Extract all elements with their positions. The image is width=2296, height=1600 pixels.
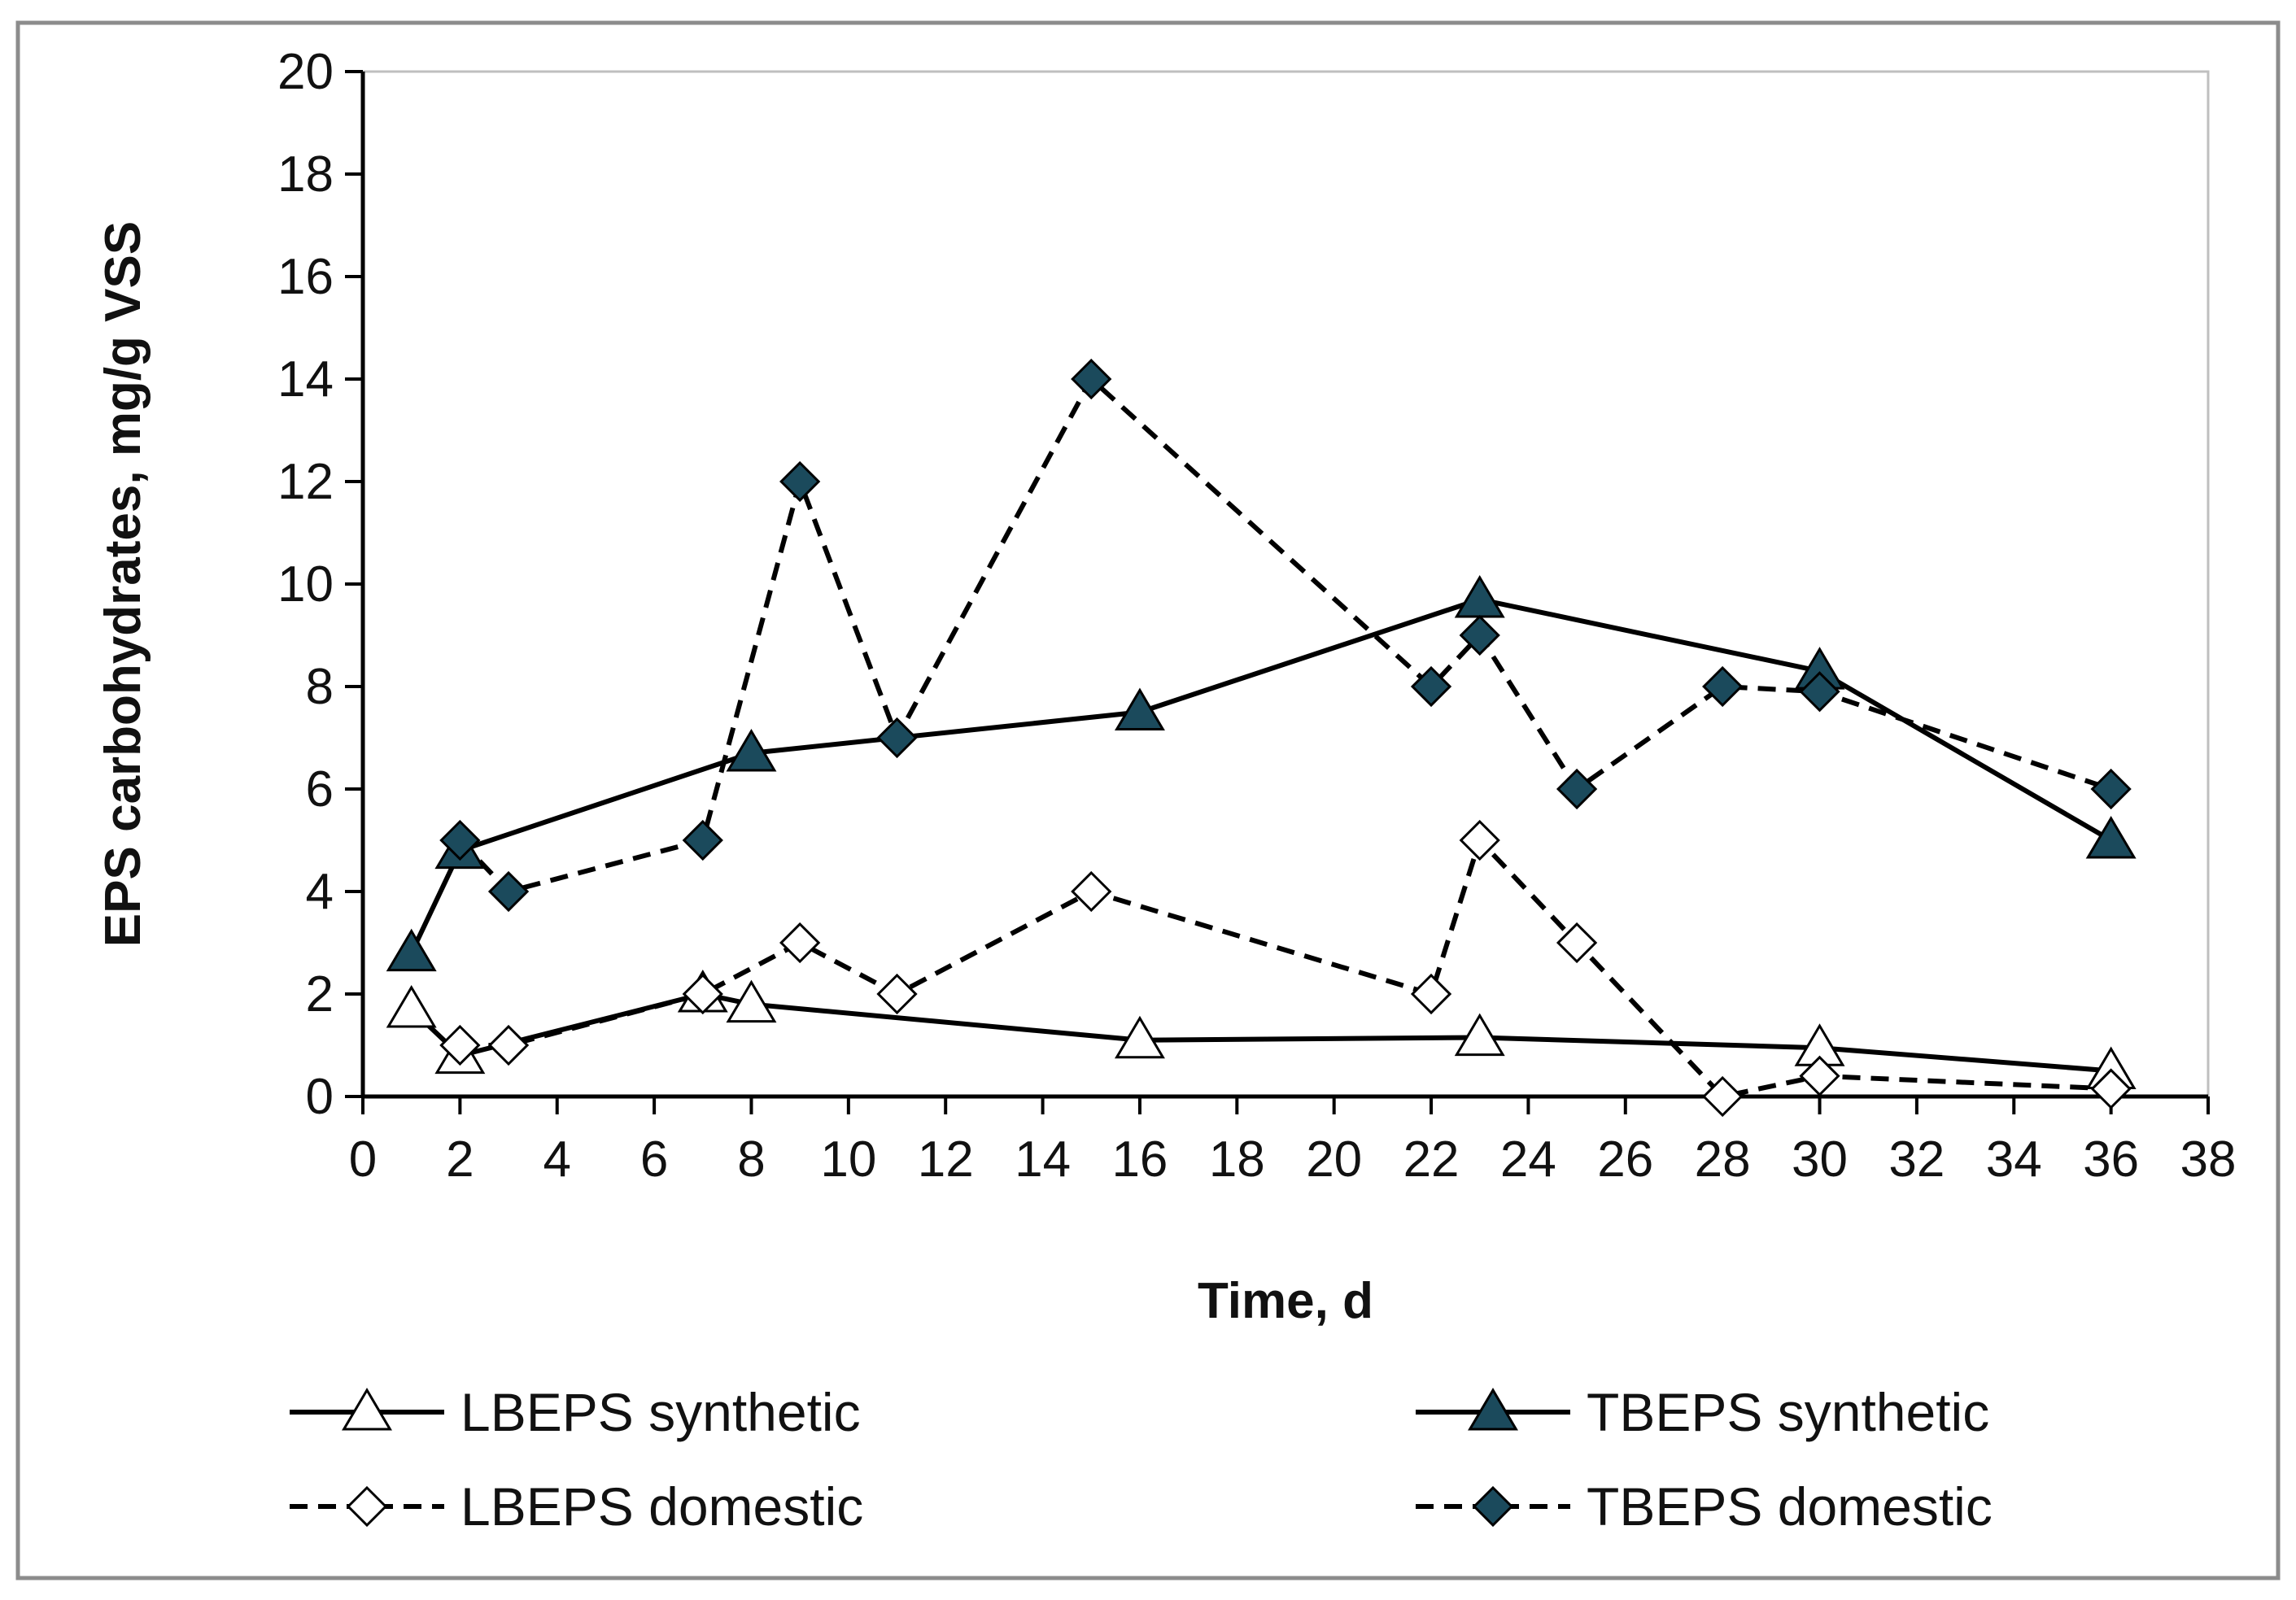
x-tick-label: 28 <box>1695 1131 1751 1188</box>
x-tick-label: 16 <box>1111 1131 1168 1188</box>
data-point-tbeps-synthetic <box>2085 816 2137 859</box>
y-tick-label: 16 <box>277 249 334 305</box>
data-point-tbeps-synthetic <box>1114 687 1165 731</box>
y-tick-label: 6 <box>306 761 334 817</box>
x-tick-label: 32 <box>1888 1131 1945 1188</box>
x-tick-label: 0 <box>349 1131 377 1188</box>
y-tick-label: 4 <box>306 864 334 920</box>
data-point-lbeps-domestic <box>1410 973 1452 1015</box>
data-point-tbeps-domestic <box>1071 358 1112 400</box>
x-tick-label: 24 <box>1500 1131 1556 1188</box>
legend: LBEPS synthetic TBEPS synthetic LBEPS dome… <box>290 1382 1993 1537</box>
data-point-lbeps-domestic <box>487 1024 530 1066</box>
data-point-tbeps-domestic <box>1799 671 1840 713</box>
data-point-lbeps-domestic <box>876 973 918 1015</box>
x-tick-label: 6 <box>640 1131 668 1188</box>
legend-swatch-marker <box>346 1485 388 1528</box>
data-point-lbeps-domestic <box>1799 1055 1840 1096</box>
data-point-lbeps-domestic <box>1071 870 1112 913</box>
data-point-tbeps-domestic <box>1702 665 1744 708</box>
x-tick-label: 8 <box>737 1131 765 1188</box>
data-point-tbeps-synthetic <box>726 728 777 772</box>
data-point-lbeps-synthetic <box>726 979 777 1023</box>
y-tick-label: 8 <box>306 659 334 715</box>
data-point-tbeps-synthetic <box>386 928 437 972</box>
y-tick-label: 10 <box>277 556 334 613</box>
y-tick-label: 2 <box>306 966 334 1022</box>
data-point-tbeps-domestic <box>876 717 918 759</box>
data-point-lbeps-domestic <box>1459 819 1500 861</box>
legend-label: TBEPS synthetic <box>1587 1382 1989 1442</box>
data-point-lbeps-domestic <box>1702 1075 1744 1118</box>
data-point-tbeps-domestic <box>779 460 821 503</box>
data-point-lbeps-domestic <box>2090 1068 2132 1110</box>
y-axis-title: EPS carbohydrates, mg/g VSS <box>95 221 151 947</box>
data-point-lbeps-domestic <box>682 973 723 1015</box>
legend-label: LBEPS synthetic <box>461 1382 861 1442</box>
x-tick-label: 2 <box>446 1131 474 1188</box>
data-point-tbeps-domestic <box>1410 665 1452 708</box>
plot-background <box>361 70 2210 1098</box>
data-point-tbeps-domestic <box>682 819 723 861</box>
legend-swatch-marker <box>342 1388 392 1431</box>
data-point-lbeps-synthetic <box>1114 1015 1165 1059</box>
legend-swatch-marker <box>1472 1485 1514 1528</box>
data-point-tbeps-domestic <box>1556 768 1598 810</box>
x-tick-label: 4 <box>543 1131 570 1188</box>
x-tick-label: 22 <box>1403 1131 1460 1188</box>
data-point-lbeps-synthetic <box>1454 1013 1505 1057</box>
legend-swatch-marker <box>1468 1388 1518 1431</box>
x-tick-label: 14 <box>1015 1131 1071 1188</box>
x-tick-label: 18 <box>1209 1131 1265 1188</box>
x-tick-label: 36 <box>2083 1131 2139 1188</box>
y-tick-label: 12 <box>277 454 334 510</box>
data-point-tbeps-domestic <box>1459 614 1500 656</box>
x-tick-label: 10 <box>820 1131 876 1188</box>
y-tick-label: 0 <box>306 1069 334 1125</box>
x-tick-label: 38 <box>2180 1131 2237 1188</box>
data-point-tbeps-domestic <box>439 819 481 861</box>
legend-label: LBEPS domestic <box>461 1476 863 1537</box>
y-tick-label: 14 <box>277 351 334 408</box>
legend-label: TBEPS domestic <box>1587 1476 1993 1537</box>
x-tick-label: 34 <box>1986 1131 2042 1188</box>
x-tick-label: 30 <box>1792 1131 1848 1188</box>
data-point-lbeps-domestic <box>779 922 821 964</box>
data-point-tbeps-domestic <box>2090 768 2132 810</box>
data-point-tbeps-domestic <box>487 870 530 913</box>
data-point-lbeps-domestic <box>1556 922 1598 964</box>
x-tick-label: 12 <box>918 1131 974 1188</box>
series-markers <box>386 358 2137 1118</box>
y-tick-label: 18 <box>277 146 334 203</box>
x-axis-title: Time, d <box>1198 1273 1373 1329</box>
data-point-lbeps-synthetic <box>386 984 437 1028</box>
plot-area <box>361 70 2210 1098</box>
y-tick-label: 20 <box>277 44 334 100</box>
x-tick-label: 20 <box>1306 1131 1362 1188</box>
data-point-lbeps-domestic <box>439 1024 481 1066</box>
x-tick-label: 26 <box>1597 1131 1653 1188</box>
